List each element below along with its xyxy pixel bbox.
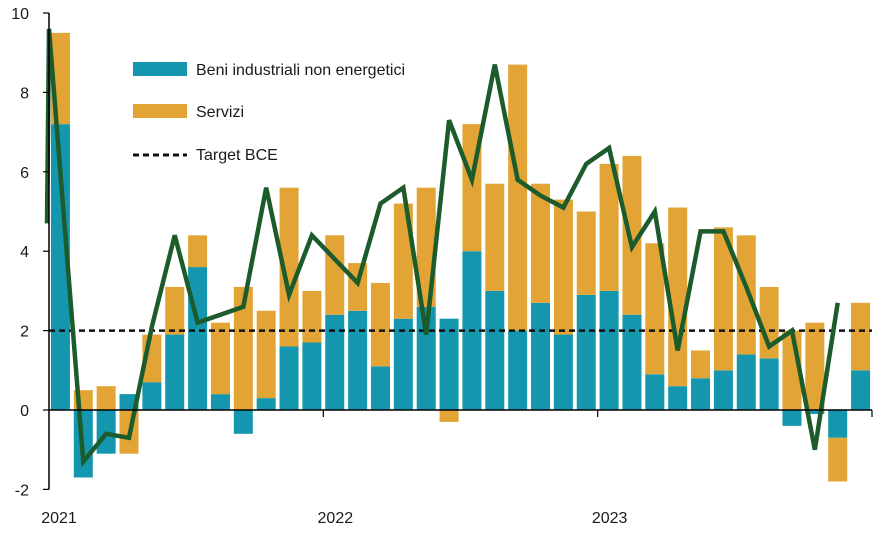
y-tick-label: 4 — [20, 244, 29, 261]
bar-servizi — [736, 235, 756, 355]
bar-servizi — [553, 199, 573, 335]
bar-beni — [599, 290, 619, 410]
bar-beni — [302, 342, 322, 410]
bar-beni — [645, 374, 665, 410]
bar-servizi — [302, 290, 322, 343]
bar-servizi — [439, 410, 459, 422]
bar-servizi — [370, 282, 390, 367]
bar-servizi — [508, 64, 528, 331]
bar-beni — [348, 310, 368, 410]
bar-servizi — [531, 183, 551, 303]
bar-beni — [531, 302, 551, 410]
bar-beni — [691, 378, 711, 410]
legend-swatch-beni — [133, 62, 187, 76]
bar-beni — [828, 410, 848, 438]
bar-beni — [393, 318, 413, 410]
bar-servizi — [851, 302, 871, 371]
bar-servizi — [325, 235, 345, 315]
bar-beni — [782, 410, 802, 426]
bar-beni — [165, 334, 185, 410]
bar-beni — [668, 386, 688, 410]
bar-beni — [142, 382, 162, 410]
bar-servizi — [691, 350, 711, 379]
bar-servizi — [485, 183, 505, 291]
bar-beni — [851, 370, 871, 410]
bar-beni — [325, 314, 345, 410]
y-tick-label: 6 — [20, 165, 29, 182]
legend-label-beni: Beni industriali non energetici — [196, 62, 405, 79]
bar-beni — [713, 370, 733, 410]
y-tick-label: 2 — [20, 324, 29, 341]
bar-beni — [370, 366, 390, 410]
bar-servizi — [96, 386, 116, 410]
bar-servizi — [668, 207, 688, 387]
bar-beni — [416, 306, 436, 410]
bar-beni — [805, 410, 825, 414]
bar-beni — [233, 410, 253, 434]
legend-label-servizi: Servizi — [196, 104, 244, 121]
bar-servizi — [165, 286, 185, 335]
bar-beni — [553, 334, 573, 410]
bar-beni — [279, 346, 299, 410]
y-tick-label: -2 — [15, 482, 29, 499]
bar-beni — [485, 290, 505, 410]
axes-layer: -2 0 2 4 6 8 10 2021 2022 2023 — [11, 6, 873, 527]
bar-beni — [50, 124, 70, 410]
bar-servizi — [576, 211, 596, 295]
bar-servizi — [805, 322, 825, 410]
x-tick-label: 2021 — [41, 510, 77, 527]
bar-beni — [256, 398, 276, 410]
bar-servizi — [210, 322, 230, 395]
bar-servizi — [713, 227, 733, 371]
bar-beni — [576, 294, 596, 410]
bar-beni — [622, 314, 642, 410]
legend: Beni industriali non energetici Servizi … — [133, 62, 405, 164]
y-tick-label: 0 — [20, 403, 29, 420]
bar-servizi — [622, 155, 642, 315]
bar-beni — [508, 330, 528, 410]
x-tick-label: 2023 — [592, 510, 628, 527]
bar-servizi — [233, 286, 253, 410]
bar-servizi — [645, 243, 665, 375]
bar-servizi — [348, 263, 368, 311]
y-tick-label: 10 — [11, 6, 29, 23]
legend-swatch-servizi — [133, 104, 187, 118]
bar-servizi — [599, 163, 619, 291]
bar-beni — [210, 394, 230, 410]
x-tick-label: 2022 — [318, 510, 354, 527]
legend-label-target: Target BCE — [196, 147, 278, 164]
bar-servizi — [256, 310, 276, 399]
bar-servizi — [188, 235, 208, 268]
bar-servizi — [828, 437, 848, 482]
bars-layer — [50, 32, 871, 482]
total-line — [46, 28, 840, 468]
bar-servizi — [279, 187, 299, 347]
y-tick-label: 8 — [20, 85, 29, 102]
bar-beni — [759, 358, 779, 410]
bar-beni — [439, 318, 459, 410]
bar-beni — [736, 354, 756, 410]
